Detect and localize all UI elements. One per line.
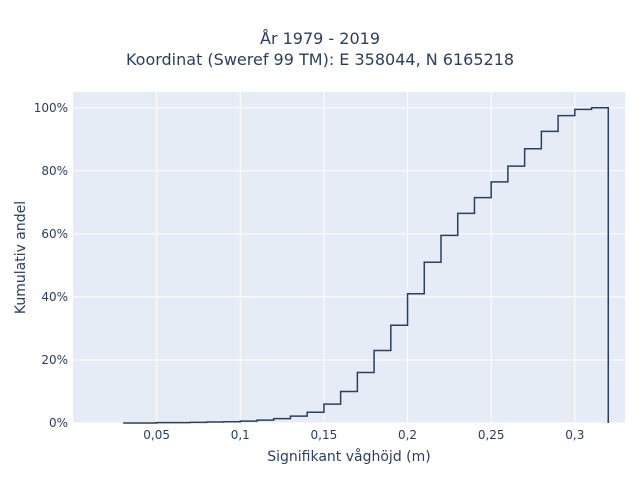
y-tick-label: 20% xyxy=(41,353,68,367)
y-tick-label: 0% xyxy=(49,416,68,430)
y-tick-label: 40% xyxy=(41,290,68,304)
chart-title-line2: Koordinat (Sweref 99 TM): E 358044, N 61… xyxy=(125,50,515,69)
x-tick-labels: 0,05 0,1 0,15 0,2 0,25 0,3 xyxy=(143,428,584,442)
grid-lines xyxy=(73,92,625,424)
y-tick-label: 80% xyxy=(41,164,68,178)
x-tick-label: 0,2 xyxy=(398,428,417,442)
x-tick-label: 0,1 xyxy=(231,428,250,442)
x-tick-label: 0,15 xyxy=(311,428,338,442)
x-tick-label: 0,3 xyxy=(565,428,584,442)
x-axis-title: Signifikant våghöjd (m) xyxy=(267,448,430,465)
chart-title-line1: År 1979 - 2019 xyxy=(260,29,380,48)
y-tick-labels: 0% 20% 40% 60% 80% 100% xyxy=(34,101,68,430)
y-tick-label: 60% xyxy=(41,227,68,241)
y-tick-label: 100% xyxy=(34,101,68,115)
x-tick-label: 0,05 xyxy=(143,428,170,442)
plot-area xyxy=(73,92,625,423)
series-line-cumulative xyxy=(123,107,610,424)
y-axis-title: Kumulativ andel xyxy=(13,201,29,314)
x-tick-label: 0,25 xyxy=(478,428,505,442)
